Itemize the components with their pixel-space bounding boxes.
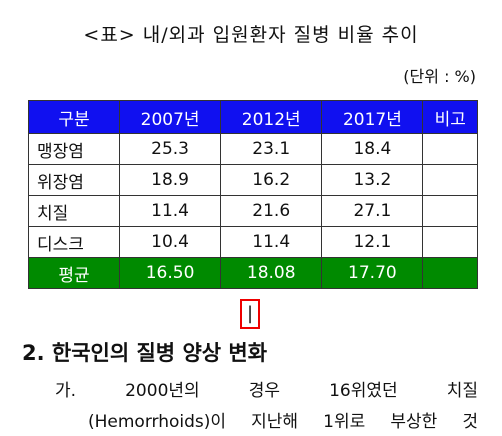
- table-row: 치질 11.4 21.6 27.1: [28, 195, 478, 227]
- data-table: 구분 2007년 2012년 2017년 비고 맹장염 25.3 23.1 18.4 위…: [28, 100, 478, 289]
- empty-cell: [422, 195, 478, 227]
- table-row: 위장염 18.9 16.2 13.2: [28, 164, 478, 196]
- value-cell: 21.6: [220, 195, 323, 227]
- empty-cell: [422, 226, 478, 258]
- paragraph-line: (Hemorrhoids)이 지난해 1위로 부상한 것: [88, 412, 478, 432]
- value-cell: 18.4: [321, 133, 424, 165]
- value-cell: 10.4: [118, 226, 222, 258]
- average-cell: 16.50: [118, 257, 222, 289]
- average-cell: 18.08: [220, 257, 323, 289]
- table-row: 맹장염 25.3 23.1 18.4: [28, 133, 478, 165]
- header-cell: 2012년: [220, 100, 323, 134]
- value-cell: 13.2: [321, 164, 424, 196]
- table-title: <표> 내/외과 입원환자 질병 비율 추이: [83, 24, 419, 46]
- header-cell: 구분: [28, 100, 120, 134]
- value-cell: 18.9: [118, 164, 222, 196]
- header-row: 구분 2007년 2012년 2017년 비고: [28, 100, 478, 134]
- row-label: 맹장염: [28, 133, 120, 165]
- empty-cell: [422, 257, 478, 289]
- average-label: 평균: [28, 257, 120, 289]
- value-cell: 16.2: [220, 164, 323, 196]
- paragraph-line: 가. 2000년의 경우 16위였던 치질: [55, 381, 478, 401]
- row-label: 위장염: [28, 164, 120, 196]
- header-cell: 2017년: [321, 100, 424, 134]
- row-label: 치질: [28, 195, 120, 227]
- unit-label: (단위 : %): [403, 67, 476, 86]
- empty-cell: [422, 164, 478, 196]
- empty-cell: [422, 133, 478, 165]
- average-cell: 17.70: [321, 257, 424, 289]
- table-row: 디스크 10.4 11.4 12.1: [28, 226, 478, 258]
- row-label: 디스크: [28, 226, 120, 258]
- value-cell: 12.1: [321, 226, 424, 258]
- value-cell: 23.1: [220, 133, 323, 165]
- section-heading: 2. 한국인의 질병 양상 변화: [22, 341, 268, 365]
- value-cell: 11.4: [118, 195, 222, 227]
- table-body: 맹장염 25.3 23.1 18.4 위장염 18.9 16.2 13.2 치질 11.4 21.6…: [28, 133, 478, 258]
- value-cell: 25.3: [118, 133, 222, 165]
- cursor-box: |: [240, 299, 260, 329]
- value-cell: 11.4: [220, 226, 323, 258]
- header-cell: 2007년: [118, 100, 222, 134]
- average-row: 평균 16.50 18.08 17.70: [28, 257, 478, 289]
- header-cell: 비고: [422, 100, 478, 134]
- value-cell: 27.1: [321, 195, 424, 227]
